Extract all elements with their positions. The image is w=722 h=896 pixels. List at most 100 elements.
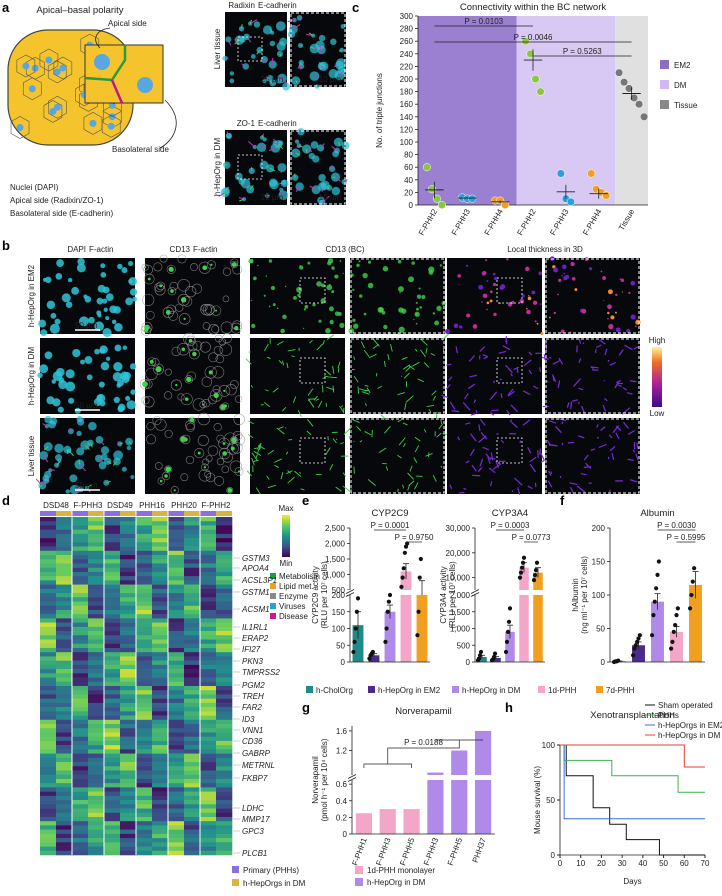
panel-label: c <box>352 0 359 15</box>
heatmap-cell <box>40 775 56 780</box>
thickness <box>610 315 614 319</box>
heatmap-cell <box>72 758 88 763</box>
heatmap-cell <box>88 720 104 725</box>
gene-label: TMPRSS2 <box>242 668 280 677</box>
heatmap-cell <box>104 825 120 830</box>
heatmap-cell <box>184 813 200 818</box>
heatmap-cell <box>88 847 104 852</box>
heatmap-cell <box>104 758 120 763</box>
heatmap-cell <box>200 614 216 619</box>
heatmap-cell <box>56 589 72 594</box>
heatmap-cell <box>152 656 168 661</box>
data-point <box>672 630 676 634</box>
heatmap-cell <box>168 602 184 607</box>
heatmap-cell <box>40 563 56 568</box>
nucleus <box>94 54 110 70</box>
heatmap-cell <box>200 542 216 547</box>
axis-break <box>346 590 430 595</box>
heatmap-cell <box>200 851 216 856</box>
nucleus <box>276 21 286 31</box>
heatmap-cell <box>104 602 120 607</box>
chart-title: Albumin <box>640 508 674 519</box>
heatmap-cell <box>184 568 200 573</box>
heatmap-cell <box>40 741 56 746</box>
heatmap-cell <box>104 530 120 535</box>
heatmap-cell <box>72 783 88 788</box>
heatmap-cell <box>136 703 152 708</box>
heatmap-cell <box>152 640 168 645</box>
nucleus <box>45 277 51 283</box>
heatmap-cell <box>200 745 216 750</box>
heatmap-cell <box>56 530 72 535</box>
heatmap-cell <box>184 787 200 792</box>
heatmap-cell <box>184 825 200 830</box>
heatmap-cell <box>152 593 168 598</box>
data-point <box>351 650 355 654</box>
y-tick-label: 2,000 <box>450 591 471 600</box>
nucleus <box>230 71 234 75</box>
nucleus <box>129 277 137 285</box>
gene-label: PKN3 <box>242 657 263 666</box>
heatmap-cell <box>184 576 200 581</box>
thickness <box>493 273 496 276</box>
sample-bar <box>184 511 200 516</box>
heatmap-cell <box>40 589 56 594</box>
heatmap-cell <box>136 673 152 678</box>
heatmap-cell <box>216 585 232 590</box>
thickness <box>571 402 572 410</box>
heatmap-cell <box>72 694 88 699</box>
y-tick-label: 180 <box>400 88 414 97</box>
legend-label: 1d-PHH <box>548 686 577 695</box>
heatmap-cell <box>72 842 88 847</box>
heatmap-cell <box>152 694 168 699</box>
heatmap-cell <box>104 792 120 797</box>
legend-swatch <box>538 686 545 693</box>
heatmap-cell <box>200 787 216 792</box>
heatmap-cell <box>168 771 184 776</box>
p-value: P = 0.5263 <box>563 47 602 56</box>
micrograph <box>442 336 542 415</box>
heatmap-cell <box>72 614 88 619</box>
thickness <box>525 267 530 272</box>
heatmap-cell <box>72 648 88 653</box>
heatmap-cell <box>168 665 184 670</box>
heatmap-cell <box>200 737 216 742</box>
heatmap-cell <box>216 745 232 750</box>
bc <box>150 360 154 364</box>
heatmap-cell <box>168 825 184 830</box>
heatmap-cell <box>184 665 200 670</box>
heatmap-cell <box>184 720 200 725</box>
heatmap-cell <box>72 525 88 530</box>
heatmap-cell <box>120 644 136 649</box>
heatmap-cell <box>152 648 168 653</box>
survival-line <box>560 745 705 855</box>
heatmap-cell <box>184 694 200 699</box>
heatmap-cell <box>104 779 120 784</box>
nucleus <box>80 360 85 365</box>
heatmap-cell <box>152 661 168 666</box>
heatmap-cell <box>88 758 104 763</box>
gene-label: CD36 <box>242 737 263 746</box>
nucleus <box>254 21 260 27</box>
heatmap-cell <box>168 686 184 691</box>
x-tick-label: F-PHH5 <box>398 836 417 867</box>
nucleus <box>62 293 71 302</box>
heatmap-cell <box>152 813 168 818</box>
nucleus <box>45 351 53 359</box>
heatmap-cell <box>40 711 56 716</box>
nucleus <box>104 308 108 312</box>
heatmap-cell <box>88 551 104 556</box>
heatmap-cell <box>216 656 232 661</box>
heatmap-cell <box>152 716 168 721</box>
heatmap-cell <box>152 589 168 594</box>
heatmap-cell <box>40 525 56 530</box>
heatmap-cell <box>136 661 152 666</box>
heatmap-cell <box>200 821 216 826</box>
bar <box>427 773 443 834</box>
heatmap-cell <box>168 648 184 653</box>
heatmap-cell <box>200 534 216 539</box>
heatmap-cell <box>136 652 152 657</box>
bc <box>186 377 191 382</box>
heatmap-cell <box>152 610 168 615</box>
nucleus <box>45 57 52 64</box>
